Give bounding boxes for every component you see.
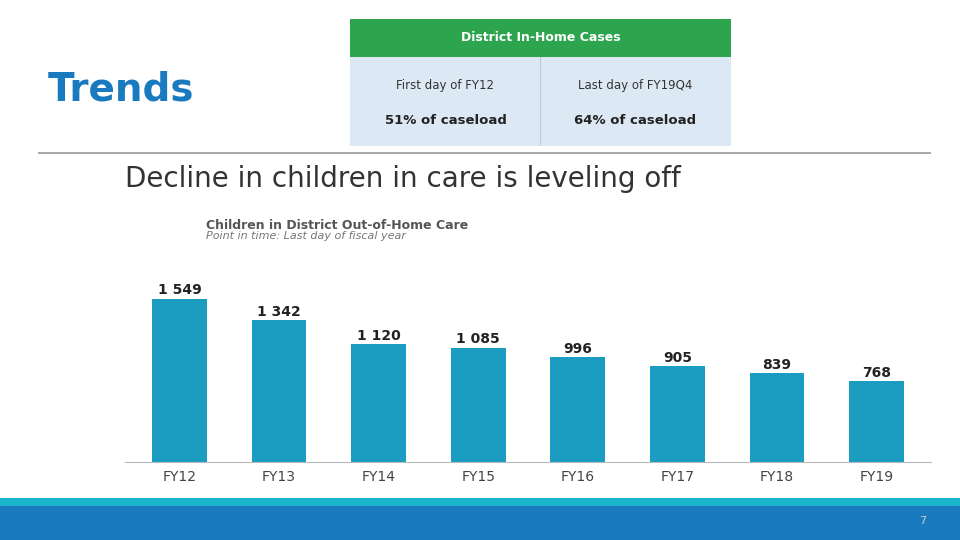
Bar — [153, 299, 207, 462]
Text: First day of FY12: First day of FY12 — [396, 79, 494, 92]
Text: Decline in children in care is leveling off: Decline in children in care is leveling … — [125, 165, 681, 193]
Text: 839: 839 — [762, 358, 791, 372]
Text: 64% of caseload: 64% of caseload — [574, 114, 697, 127]
Text: Point in time: Last day of fiscal year: Point in time: Last day of fiscal year — [206, 231, 406, 241]
Bar — [351, 344, 406, 462]
Bar — [849, 381, 903, 462]
Bar — [750, 374, 804, 462]
Text: District In-Home Cases: District In-Home Cases — [461, 31, 620, 44]
Text: 1 549: 1 549 — [157, 284, 202, 298]
Text: 905: 905 — [662, 351, 692, 365]
Text: 768: 768 — [862, 366, 891, 380]
Bar — [451, 348, 506, 462]
Text: 1 085: 1 085 — [456, 332, 500, 346]
Text: Last day of FY19Q4: Last day of FY19Q4 — [578, 79, 693, 92]
Text: Children in District Out-of-Home Care: Children in District Out-of-Home Care — [206, 219, 468, 232]
Text: 7: 7 — [920, 516, 926, 526]
Bar — [252, 320, 306, 462]
Text: 1 120: 1 120 — [357, 328, 400, 342]
Text: Trends: Trends — [48, 70, 195, 108]
Text: 1 342: 1 342 — [257, 305, 301, 319]
Text: 996: 996 — [564, 342, 592, 356]
Text: 51% of caseload: 51% of caseload — [385, 114, 506, 127]
Bar — [550, 357, 605, 462]
Bar — [650, 367, 705, 462]
